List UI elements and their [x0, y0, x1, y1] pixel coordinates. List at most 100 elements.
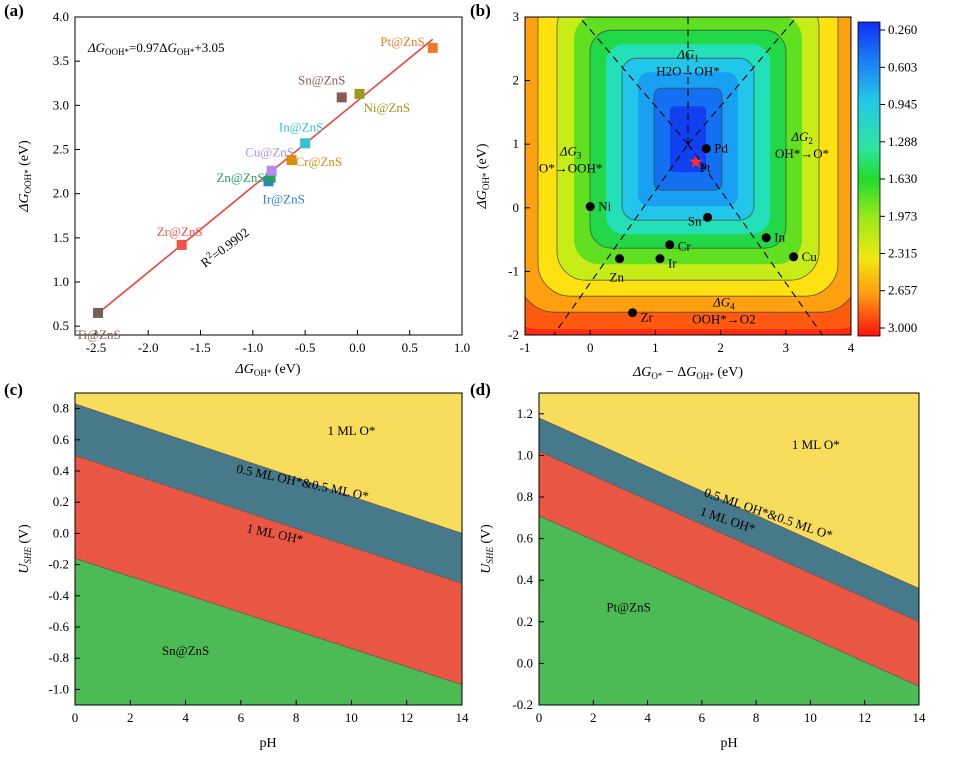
- c-boundary-line: [74, 557, 463, 686]
- d-boundary-line: [538, 515, 920, 687]
- point-cr-zns: [286, 155, 297, 166]
- point-label: Pt: [700, 160, 711, 175]
- panel-c-xtick-label: 12: [400, 710, 413, 725]
- d-region-3: [539, 393, 919, 589]
- point-label: Cr: [678, 239, 692, 254]
- panel-a-ytick-label: 3.5: [53, 53, 69, 68]
- point-sn: [703, 212, 713, 222]
- panel-d-xtick-label: 6: [699, 710, 706, 725]
- panel-c-xtick-label: 6: [238, 710, 245, 725]
- panel-d-label: (d): [470, 380, 491, 399]
- colorbar-tick-label: 1.630: [888, 171, 917, 186]
- point-label: Ti@ZnS: [76, 327, 121, 342]
- point-label: Ni: [598, 199, 611, 214]
- panel-d-ytick-label: 1.0: [517, 447, 533, 462]
- point-label: Sn@ZnS: [298, 72, 345, 87]
- d-region-1: [539, 451, 919, 687]
- panel-b-ylabel: ΔGOH* (eV): [475, 143, 491, 209]
- panel-d-frame: [538, 392, 920, 706]
- panel-a-ytick-label: 4.0: [53, 9, 69, 24]
- panel-d-x-ticks: 0 2 4 6 8 10 12 14: [536, 700, 926, 725]
- panel-c-frame: [74, 392, 463, 706]
- panel-d-xlabel: pH: [720, 736, 737, 751]
- point-label: Ir: [668, 256, 677, 271]
- panel-c-ytick-label: 0.0: [53, 525, 69, 540]
- colorbar-tick-label: 0.603: [888, 59, 917, 74]
- panel-b-x-ticks: -1 0 1 2 3 4: [520, 330, 855, 355]
- panel-d-ytick-label: 0.0: [517, 655, 533, 670]
- panel-c-ylabel: USHE (V): [17, 524, 33, 574]
- colorbar-tick-label: 2.315: [888, 246, 917, 261]
- panel-d-regions: [538, 393, 920, 705]
- panel-d-xtick-label: 8: [753, 710, 760, 725]
- region-title: ΔG1: [676, 46, 699, 63]
- point-label: Zn@ZnS: [216, 170, 264, 185]
- point-zn-zns: [265, 172, 276, 183]
- c-region-0: [75, 558, 462, 705]
- panel-a-ytick-label: 1.0: [53, 274, 69, 289]
- point-pt: [689, 155, 703, 168]
- fit-equation: ΔGOOH*=0.97ΔGOH*+3.05: [87, 40, 224, 57]
- panel-a-xtick-label: -1.0: [243, 340, 264, 355]
- panel-d: (d) 0 2 4 6 8 10 12 14 -0.2 0.0 0.2 0.4 0.6 0.8 1.0 1.…: [470, 380, 926, 751]
- point-ni: [585, 202, 595, 212]
- panel-b-ytick-label: -1: [508, 263, 519, 278]
- panel-c-x-ticks: 0 2 4 6 8 10 12 14: [72, 700, 469, 725]
- region-reaction: OOH*→O2: [692, 311, 756, 326]
- panel-b-xtick-label: -1: [520, 340, 531, 355]
- panel-a-y-ticks: 0.5 1.0 1.5 2.0 2.5 3.0 3.5 4.0: [53, 9, 80, 333]
- panel-c-ytick-label: -1.0: [48, 681, 69, 696]
- point-in-zns: [300, 138, 311, 149]
- panel-c-xtick-label: 4: [182, 710, 189, 725]
- point-zn: [615, 254, 625, 264]
- panel-a: (a) -2.5 -2.0 -1.5 -1.0 -0.5 0.0 0.5 1.0 0.5 1.0…: [4, 1, 470, 378]
- panel-a-xlabel: ΔGOH* (eV): [235, 362, 301, 378]
- point-label: Zr@ZnS: [157, 224, 203, 239]
- point-label: Cr@ZnS: [296, 154, 343, 169]
- panel-b-ytick-label: 3: [513, 9, 520, 24]
- point-ni-zns: [354, 88, 365, 99]
- d-region-label: Pt@ZnS: [606, 599, 650, 614]
- c-boundary-line: [74, 455, 463, 584]
- panel-d-xtick-label: 0: [536, 710, 543, 725]
- panel-b-xlabel: ΔGO* − ΔGOH* (eV): [632, 365, 743, 381]
- point-ir: [655, 254, 665, 264]
- point-pt-zns: [427, 42, 438, 53]
- panel-d-ytick-label: -0.2: [512, 697, 533, 712]
- point-label: Cu: [802, 249, 818, 264]
- colorbar-tick-label: 3.000: [888, 320, 917, 335]
- panel-d-xtick-label: 4: [644, 710, 651, 725]
- point-label: Ni@ZnS: [363, 100, 410, 115]
- panel-a-ytick-label: 2.0: [53, 186, 69, 201]
- region-title: ΔG4: [712, 294, 735, 311]
- region-title: ΔG3: [559, 144, 582, 161]
- c-region-label: Sn@ZnS: [162, 643, 209, 658]
- colorbar-tick-label: 0.945: [888, 97, 917, 112]
- panel-a-ylabel: ΔGOOH* (eV): [17, 140, 33, 213]
- panel-c-ytick-label: -0.8: [48, 650, 69, 665]
- panel-d-xtick-label: 10: [804, 710, 817, 725]
- point-label: Pd: [714, 141, 728, 156]
- point-label: Sn: [688, 213, 702, 228]
- panel-d-xtick-label: 14: [913, 710, 927, 725]
- region-reaction: OH*→O*: [775, 146, 829, 161]
- d-region-2: [539, 417, 919, 622]
- point-pd: [701, 144, 711, 154]
- colorbar: [857, 21, 881, 337]
- panel-c-ytick-label: 0.4: [53, 463, 70, 478]
- colorbar-tick-label: 1.288: [888, 134, 917, 149]
- volcano-heatmap: [525, 17, 851, 335]
- c-region-1: [75, 455, 462, 685]
- panel-c-ytick-label: 0.2: [53, 494, 69, 509]
- panel-d-ytick-label: 0.4: [517, 572, 534, 587]
- panel-d-ytick-label: 0.2: [517, 614, 533, 629]
- point-cu: [789, 252, 799, 262]
- c-boundary-line: [74, 403, 463, 534]
- point-label: Ir@ZnS: [263, 191, 305, 206]
- panel-a-ytick-label: 2.5: [53, 142, 69, 157]
- panel-a-ytick-label: 0.5: [53, 318, 69, 333]
